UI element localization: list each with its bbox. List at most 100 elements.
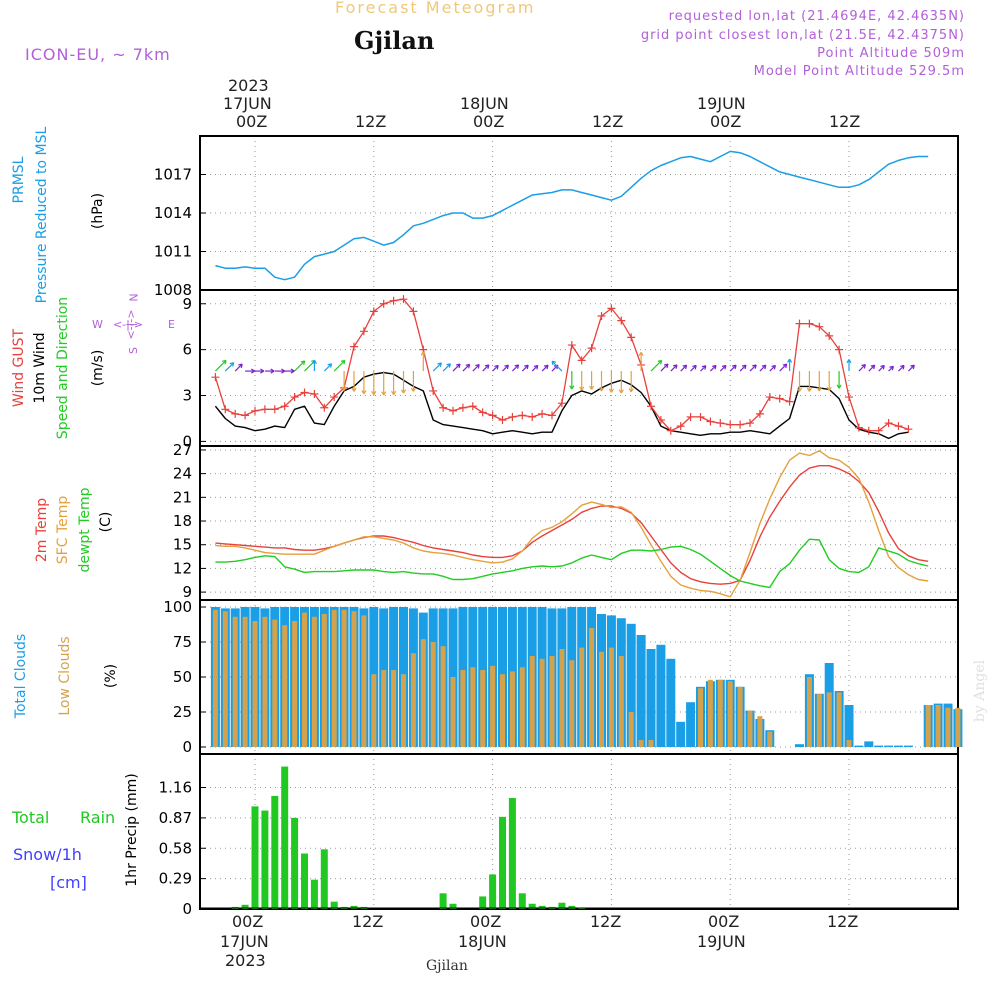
low-cloud-bar bbox=[410, 653, 416, 747]
low-cloud-bar bbox=[371, 674, 377, 747]
low-cloud-bar bbox=[252, 621, 258, 747]
compass-east: E bbox=[168, 318, 175, 331]
bottom-label-2023: 2023 bbox=[225, 951, 266, 970]
total-cloud-bar bbox=[884, 745, 894, 747]
low-cloud-bar bbox=[361, 615, 367, 747]
gust-marker bbox=[874, 426, 883, 435]
wind-arrow-head bbox=[229, 362, 235, 367]
gust-marker bbox=[627, 333, 636, 342]
wind-arrow-head bbox=[475, 364, 480, 369]
gust-marker bbox=[350, 342, 358, 351]
bottom-label-17jun: 17JUN bbox=[220, 932, 269, 951]
low-cloud-bar bbox=[321, 614, 327, 747]
low-cloud-bar bbox=[272, 619, 278, 747]
low-cloud-bar bbox=[480, 670, 486, 747]
wind-arrow-head bbox=[514, 364, 520, 369]
gust-marker bbox=[666, 426, 675, 435]
low-cloud-bar bbox=[460, 670, 466, 747]
low-cloud-bar bbox=[232, 616, 238, 747]
low-cloud-bar bbox=[608, 647, 614, 747]
top-label-00z-1: 00Z bbox=[236, 112, 268, 131]
pressure-line bbox=[215, 150, 929, 281]
gust-marker bbox=[706, 417, 715, 426]
rain-bar bbox=[291, 817, 299, 909]
wind-arrow-head bbox=[638, 351, 644, 356]
bottom-label-00z-2: 00Z bbox=[470, 912, 502, 931]
total-cloud-bar bbox=[874, 745, 884, 747]
low-cloud-bar bbox=[470, 667, 476, 747]
rain-bar bbox=[261, 810, 269, 909]
wind-arrow-head bbox=[861, 364, 866, 369]
gust-marker bbox=[359, 327, 368, 336]
wind-arrow bbox=[729, 364, 737, 372]
wind-arrow-head bbox=[524, 364, 529, 370]
wind-arrow-head bbox=[260, 368, 265, 374]
gust-marker bbox=[835, 345, 844, 354]
rain-bar bbox=[558, 902, 566, 909]
panel-frame bbox=[199, 445, 959, 601]
wind-arrow bbox=[452, 363, 461, 372]
gridpoint-coords: grid point closest lon,lat (21.5E, 42.43… bbox=[640, 28, 965, 43]
low-cloud-bar bbox=[331, 609, 337, 747]
rain-bar bbox=[251, 806, 259, 909]
wind-arrow bbox=[462, 363, 471, 372]
panel-frame bbox=[199, 135, 959, 291]
gust-marker bbox=[468, 402, 477, 411]
wind-arrow-head bbox=[446, 363, 451, 368]
wind-arrow-head bbox=[782, 363, 788, 369]
wind-arrow-head bbox=[494, 364, 499, 370]
wind-arrow bbox=[224, 362, 235, 372]
footer-location: Gjilan bbox=[426, 958, 468, 974]
total-cloud-bar bbox=[666, 658, 676, 747]
gust-marker bbox=[280, 402, 289, 411]
low-cloud-bar bbox=[440, 646, 446, 747]
low-cloud-bar bbox=[628, 712, 634, 747]
low-cloud-bar bbox=[579, 647, 585, 747]
top-label-00z-3: 00Z bbox=[710, 112, 742, 131]
gust-marker bbox=[815, 322, 824, 331]
wind-arrow bbox=[521, 364, 529, 372]
wind-arrow-head bbox=[787, 358, 793, 363]
y-tick-label: 21 bbox=[173, 488, 192, 506]
wind-arrow bbox=[234, 363, 243, 372]
low-cloud-bar bbox=[727, 681, 733, 747]
wind-arrow-head bbox=[663, 363, 669, 369]
gust-marker bbox=[726, 420, 735, 429]
temp-sfc-line bbox=[215, 450, 929, 598]
bottom-label-00z-1: 00Z bbox=[232, 912, 264, 931]
wind-arrow-head bbox=[701, 365, 707, 370]
wind-arrow-head bbox=[836, 384, 842, 389]
wind-arrow bbox=[907, 364, 915, 372]
wind-speed-line bbox=[214, 371, 909, 440]
rain-bar bbox=[281, 766, 289, 909]
wind-arrow-head bbox=[721, 364, 727, 370]
wind-arrow bbox=[294, 360, 306, 372]
gust-marker bbox=[458, 403, 467, 412]
wind-arrow bbox=[779, 363, 788, 372]
low-cloud-bar bbox=[846, 740, 852, 747]
wind-arrow-head bbox=[618, 389, 624, 394]
wind-arrow bbox=[660, 363, 669, 372]
y-tick-label: 1014 bbox=[154, 204, 192, 222]
bottom-label-00z-3: 00Z bbox=[708, 912, 740, 931]
low-cloud-bar bbox=[381, 670, 387, 747]
low-cloud-bar bbox=[282, 625, 288, 747]
gust-marker bbox=[765, 393, 774, 402]
rain-bar bbox=[320, 849, 328, 909]
y-tick-label: 0 bbox=[182, 738, 192, 756]
model-name: ICON-EU, ~ 7km bbox=[25, 45, 171, 64]
wind-arrow-head bbox=[682, 364, 688, 370]
gust-marker bbox=[221, 405, 230, 414]
wind-arrow-head bbox=[340, 359, 346, 365]
wind-arrow bbox=[492, 365, 499, 372]
y-tick-label: 18 bbox=[173, 512, 192, 530]
y-tick-label: 1011 bbox=[154, 243, 192, 261]
wind-arrow-head bbox=[281, 368, 286, 374]
y-tick-label: 6 bbox=[182, 341, 192, 359]
top-label-18jun: 18JUN bbox=[460, 94, 509, 113]
low-cloud-bar bbox=[519, 667, 525, 747]
gust-marker bbox=[805, 319, 814, 328]
rain-bar bbox=[489, 874, 497, 909]
gust-marker bbox=[567, 341, 576, 350]
gust-marker bbox=[508, 412, 517, 421]
